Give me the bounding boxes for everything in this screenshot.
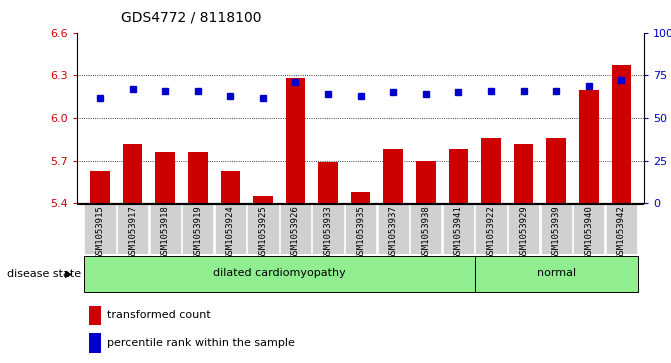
- FancyBboxPatch shape: [150, 204, 180, 254]
- Bar: [383, 149, 403, 203]
- Text: GSM1053940: GSM1053940: [584, 205, 593, 258]
- FancyBboxPatch shape: [541, 204, 572, 254]
- Text: disease state: disease state: [7, 269, 81, 279]
- FancyBboxPatch shape: [443, 204, 474, 254]
- Bar: [221, 171, 240, 203]
- Text: normal: normal: [537, 268, 576, 278]
- Text: GSM1053922: GSM1053922: [486, 205, 495, 258]
- FancyBboxPatch shape: [345, 204, 376, 254]
- Text: GSM1053929: GSM1053929: [519, 205, 528, 258]
- FancyBboxPatch shape: [313, 204, 344, 254]
- Text: ▶: ▶: [65, 269, 72, 279]
- Text: percentile rank within the sample: percentile rank within the sample: [107, 338, 295, 348]
- FancyBboxPatch shape: [410, 204, 442, 254]
- Text: GSM1053919: GSM1053919: [193, 205, 202, 258]
- FancyBboxPatch shape: [85, 204, 115, 254]
- Bar: [123, 143, 142, 203]
- Text: GSM1053937: GSM1053937: [389, 205, 398, 258]
- Bar: [514, 143, 533, 203]
- FancyBboxPatch shape: [280, 204, 311, 254]
- Text: GDS4772 / 8118100: GDS4772 / 8118100: [121, 11, 261, 25]
- FancyBboxPatch shape: [475, 204, 507, 254]
- Text: GSM1053933: GSM1053933: [323, 205, 333, 258]
- Text: GSM1053939: GSM1053939: [552, 205, 561, 258]
- Bar: [579, 90, 599, 203]
- Bar: [318, 162, 338, 203]
- Text: GSM1053925: GSM1053925: [258, 205, 268, 258]
- Text: GSM1053926: GSM1053926: [291, 205, 300, 258]
- Bar: [611, 65, 631, 203]
- Text: GSM1053941: GSM1053941: [454, 205, 463, 258]
- FancyBboxPatch shape: [474, 256, 637, 292]
- FancyBboxPatch shape: [117, 204, 148, 254]
- Text: transformed count: transformed count: [107, 310, 211, 321]
- Text: GSM1053917: GSM1053917: [128, 205, 137, 258]
- FancyBboxPatch shape: [247, 204, 278, 254]
- Text: GSM1053942: GSM1053942: [617, 205, 626, 258]
- Bar: [546, 138, 566, 203]
- Text: GSM1053924: GSM1053924: [226, 205, 235, 258]
- FancyBboxPatch shape: [378, 204, 409, 254]
- Text: GSM1053915: GSM1053915: [95, 205, 105, 258]
- Text: GSM1053935: GSM1053935: [356, 205, 365, 258]
- Bar: [89, 333, 101, 353]
- Bar: [90, 171, 110, 203]
- Text: dilated cardiomyopathy: dilated cardiomyopathy: [213, 268, 346, 278]
- Bar: [253, 196, 272, 203]
- Text: GSM1053918: GSM1053918: [160, 205, 170, 258]
- Bar: [156, 152, 175, 203]
- Bar: [416, 160, 435, 203]
- FancyBboxPatch shape: [84, 256, 474, 292]
- FancyBboxPatch shape: [215, 204, 246, 254]
- Bar: [351, 192, 370, 203]
- Bar: [449, 149, 468, 203]
- Bar: [481, 138, 501, 203]
- Bar: [89, 306, 101, 325]
- FancyBboxPatch shape: [182, 204, 213, 254]
- Bar: [188, 152, 207, 203]
- Text: GSM1053938: GSM1053938: [421, 205, 430, 258]
- FancyBboxPatch shape: [508, 204, 539, 254]
- FancyBboxPatch shape: [606, 204, 637, 254]
- Bar: [286, 78, 305, 203]
- FancyBboxPatch shape: [573, 204, 605, 254]
